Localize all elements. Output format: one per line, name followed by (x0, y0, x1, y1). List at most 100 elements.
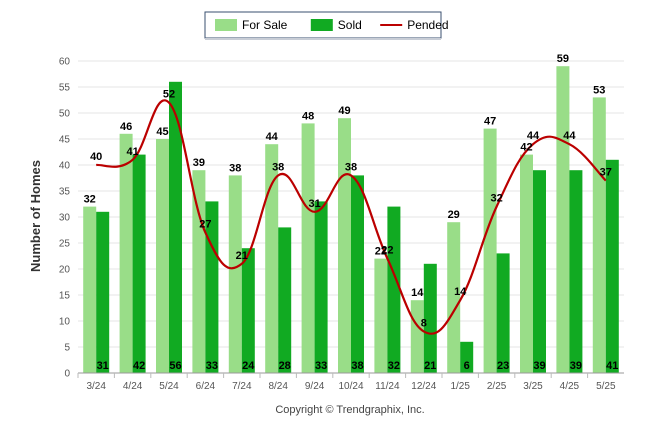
sold-value-label: 28 (279, 360, 291, 372)
sold-value-label: 32 (388, 360, 400, 372)
bar-for-sale (338, 118, 351, 373)
x-tick-label: 10/24 (338, 381, 363, 392)
sold-value-label: 39 (533, 360, 545, 372)
for-sale-value-label: 53 (593, 84, 605, 96)
sold-value-label: 38 (351, 360, 363, 372)
bar-sold (496, 253, 510, 373)
y-tick-label: 15 (59, 291, 71, 302)
x-tick-label: 12/24 (411, 381, 436, 392)
sold-value-label: 31 (97, 360, 109, 372)
legend-label: Pended (407, 18, 448, 32)
x-tick-label: 4/24 (123, 381, 143, 392)
pended-value-label: 41 (126, 146, 138, 158)
bar-sold (169, 81, 182, 374)
for-sale-value-label: 49 (338, 105, 350, 117)
bar-for-sale (192, 170, 206, 373)
bar-sold (132, 154, 146, 373)
bar-for-sale (410, 300, 424, 373)
y-tick-label: 25 (59, 239, 71, 250)
bar-for-sale (556, 66, 570, 373)
for-sale-value-label: 42 (520, 142, 532, 154)
for-sale-value-label: 38 (229, 162, 241, 174)
bar-sold (351, 175, 364, 373)
legend: For Sale Sold Pended (204, 11, 449, 40)
sold-value-label: 39 (570, 360, 582, 372)
x-tick-label: 2/25 (487, 381, 507, 392)
y-tick-label: 40 (59, 161, 71, 172)
legend-shadow (205, 38, 441, 40)
for-sale-value-label: 29 (448, 209, 460, 221)
for-sale-value-label: 46 (120, 121, 132, 133)
y-tick-label: 0 (64, 369, 70, 380)
bar-for-sale (83, 206, 97, 373)
x-tick-label: 6/24 (196, 381, 216, 392)
label-layer: 32 31 46 42 45 56 39 33 38 24 44 28 48 33 49 38 22 32 14 21… (84, 53, 619, 372)
sold-value-label: 42 (133, 360, 145, 372)
legend-swatch (215, 19, 237, 31)
for-sale-value-label: 48 (302, 110, 314, 122)
y-tick-label: 10 (59, 317, 71, 328)
for-sale-value-label: 59 (557, 53, 569, 65)
bar-for-sale (374, 258, 388, 373)
x-tick-label: 3/25 (523, 381, 543, 392)
pended-line (96, 99, 607, 335)
y-tick-label: 30 (59, 213, 71, 224)
line-layer (96, 99, 607, 335)
sold-value-label: 33 (315, 360, 327, 372)
bar-for-sale (483, 128, 497, 373)
bar-for-sale (592, 97, 606, 374)
x-tick-label: 7/24 (232, 381, 252, 392)
x-tick-label: 5/24 (159, 381, 179, 392)
for-sale-value-label: 44 (266, 131, 279, 143)
sold-value-label: 33 (206, 360, 218, 372)
y-tick-label: 50 (59, 109, 71, 120)
bar-sold (96, 211, 110, 373)
pended-value-label: 31 (308, 198, 320, 210)
x-tick-label: 8/24 (268, 381, 288, 392)
sold-value-label: 56 (169, 360, 181, 372)
for-sale-value-label: 47 (484, 116, 496, 128)
sold-value-label: 41 (606, 360, 618, 372)
y-tick-label: 60 (59, 57, 71, 68)
pended-value-label: 27 (199, 219, 211, 231)
pended-value-label: 44 (527, 130, 540, 142)
bar-sold (387, 206, 401, 373)
bar-for-sale (447, 222, 461, 373)
y-tick-label: 5 (64, 343, 70, 354)
pended-value-label: 52 (163, 89, 175, 101)
sold-value-label: 23 (497, 360, 509, 372)
for-sale-value-label: 32 (84, 194, 96, 206)
y-tick-label: 55 (59, 83, 71, 94)
legend-label: Sold (338, 18, 362, 32)
bar-layer (83, 66, 619, 374)
legend-label: For Sale (242, 18, 288, 32)
bar-sold (460, 341, 474, 373)
bar-sold (278, 227, 292, 373)
x-tick-label: 1/25 (450, 381, 470, 392)
sold-value-label: 21 (424, 360, 436, 372)
legend-swatch (310, 19, 333, 31)
bar-for-sale (520, 154, 533, 373)
for-sale-value-label: 22 (375, 246, 387, 258)
bar-sold (241, 248, 255, 373)
x-tick-label: 9/24 (305, 381, 325, 392)
y-tick-label: 20 (59, 265, 71, 276)
pended-value-label: 22 (381, 245, 393, 257)
bar-sold (314, 201, 328, 373)
bar-for-sale (228, 175, 242, 373)
pended-value-label: 14 (454, 286, 467, 298)
pended-value-label: 44 (563, 130, 576, 142)
y-axis-title: Number of Homes (28, 160, 43, 272)
sold-value-label: 24 (242, 360, 255, 372)
x-tick-label: 4/25 (560, 381, 580, 392)
bar-sold (205, 201, 219, 373)
pended-value-label: 21 (236, 250, 248, 262)
y-tick-label: 35 (59, 187, 71, 198)
bar-for-sale (265, 144, 279, 373)
bar-for-sale (156, 139, 169, 373)
pended-value-label: 38 (272, 161, 284, 173)
for-sale-value-label: 14 (411, 287, 424, 299)
pended-value-label: 40 (90, 151, 102, 163)
